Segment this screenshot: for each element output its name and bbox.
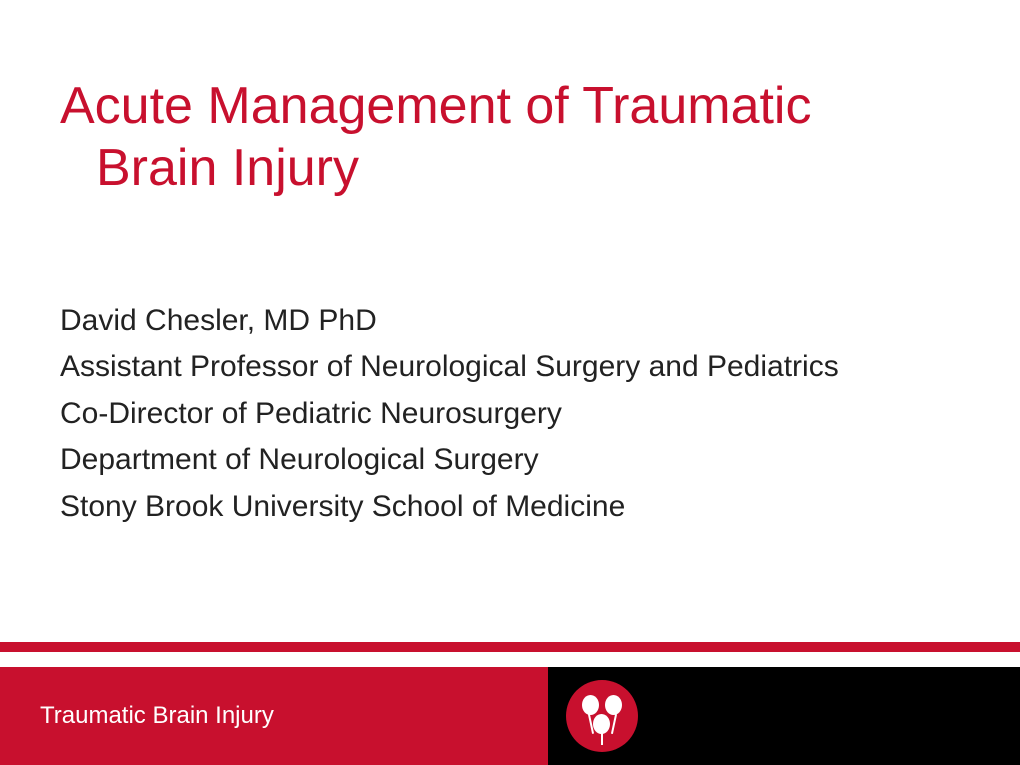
slide-footer: Traumatic Brain Injury: [0, 642, 1020, 765]
footer-accent-bar: [0, 642, 1020, 652]
footer-bar: Traumatic Brain Injury: [0, 667, 1020, 765]
body-line: Assistant Professor of Neurological Surg…: [60, 344, 960, 391]
footer-label-region: Traumatic Brain Injury: [0, 667, 548, 765]
footer-logo-region: [548, 667, 1020, 765]
slide-body: David Chesler, MD PhD Assistant Professo…: [60, 298, 960, 531]
body-line: Department of Neurological Surgery: [60, 437, 960, 484]
balloon-stem: [601, 733, 603, 745]
slide-title: Acute Management of Traumatic Brain Inju…: [60, 75, 960, 200]
balloon-stem: [611, 714, 617, 734]
balloon-shape: [593, 714, 610, 734]
footer-label: Traumatic Brain Injury: [40, 702, 274, 730]
body-line: Co-Director of Pediatric Neurosurgery: [60, 391, 960, 438]
balloon-shape: [582, 695, 599, 715]
slide: Acute Management of Traumatic Brain Inju…: [0, 0, 1020, 765]
balloon-shape: [605, 695, 622, 715]
body-line: David Chesler, MD PhD: [60, 298, 960, 345]
title-line-2: Brain Injury: [60, 137, 960, 199]
title-line-1: Acute Management of Traumatic: [60, 77, 812, 135]
body-line: Stony Brook University School of Medicin…: [60, 484, 960, 531]
balloons-icon: [566, 680, 638, 752]
